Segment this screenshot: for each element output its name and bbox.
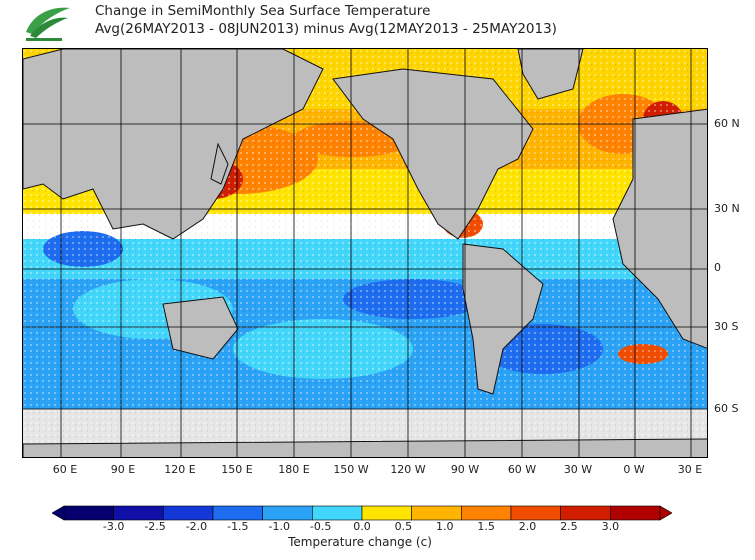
- colorbar-tick-label: -2.5: [144, 520, 166, 533]
- colorbar-segment: [461, 505, 512, 521]
- colorbar-tick-label: -1.5: [227, 520, 249, 533]
- colorbar-segment: [63, 505, 114, 521]
- colorbar-tick-label: -0.5: [309, 520, 332, 533]
- antarctica: [23, 438, 707, 457]
- lon-label-30w: 30 W: [563, 463, 593, 476]
- title-line-2: Avg(26MAY2013 - 08JUN2013) minus Avg(12M…: [95, 21, 557, 37]
- lon-label-60w: 60 W: [507, 463, 537, 476]
- land-masses: [23, 49, 707, 457]
- lon-label-90w: 90 W: [450, 463, 480, 476]
- lon-label-30e: 30 E: [677, 463, 703, 476]
- lon-label-180e: 180 E: [278, 463, 310, 476]
- colorbar-segment: [610, 505, 661, 521]
- colorbar-segment: [163, 505, 214, 521]
- colorbar-segment: [312, 505, 363, 521]
- lat-label-equator: 0: [714, 261, 721, 274]
- colorbar: [52, 505, 672, 521]
- colorbar-tick-label: 2.5: [560, 520, 578, 533]
- colorbar-tick-label: 3.0: [601, 520, 620, 533]
- colorbar-label: Temperature change (c): [288, 535, 432, 549]
- colorbar-tick-label: 1.5: [477, 520, 495, 533]
- japan: [210, 142, 229, 185]
- colorbar-arrow-left: [52, 505, 65, 521]
- lat-label-60n: 60 N: [714, 117, 740, 130]
- map-canvas: [23, 49, 707, 457]
- lon-label-150w: 150 W: [333, 463, 369, 476]
- lat-label-30n: 30 N: [714, 202, 740, 215]
- australia: [162, 296, 239, 360]
- agency-logo: [26, 7, 70, 41]
- colorbar-tick-label: -3.0: [102, 520, 125, 533]
- title-line-1: Change in SemiMonthly Sea Surface Temper…: [95, 3, 431, 19]
- colorbar-tick-label: 0.0: [353, 520, 371, 533]
- colorbar-arrow-right: [659, 505, 672, 521]
- colorbar-segment: [113, 505, 164, 521]
- colorbar-tick-label: -2.0: [185, 520, 208, 533]
- colorbar-segment: [560, 505, 611, 521]
- lon-label-150e: 150 E: [221, 463, 253, 476]
- colorbar-segment: [361, 505, 412, 521]
- colorbar-tick-label: 2.0: [518, 520, 537, 533]
- lon-label-0w: 0 W: [623, 463, 645, 476]
- lon-label-120w: 120 W: [390, 463, 426, 476]
- colorbar-tick-label: 0.5: [394, 520, 413, 533]
- colorbar-segment: [212, 505, 263, 521]
- lon-label-120e: 120 E: [164, 463, 196, 476]
- graticule: [23, 49, 707, 457]
- lat-label-30s: 30 S: [714, 320, 739, 333]
- lon-label-60e: 60 E: [52, 463, 78, 476]
- colorbar-segment: [262, 505, 313, 521]
- lon-label-90e: 90 E: [110, 463, 136, 476]
- europe-africa: [612, 108, 707, 349]
- chart-title: Change in SemiMonthly Sea Surface Temper…: [95, 2, 557, 38]
- south-america: [462, 243, 544, 395]
- colorbar-segment: [510, 505, 561, 521]
- lat-label-60s: 60 S: [714, 402, 739, 415]
- asia: [23, 49, 324, 240]
- colorbar-segment: [411, 505, 462, 521]
- sst-anomaly-map: [22, 48, 708, 458]
- colorbar-tick-label: -1.0: [268, 520, 290, 533]
- colorbar-tick-label: 1.0: [436, 520, 454, 533]
